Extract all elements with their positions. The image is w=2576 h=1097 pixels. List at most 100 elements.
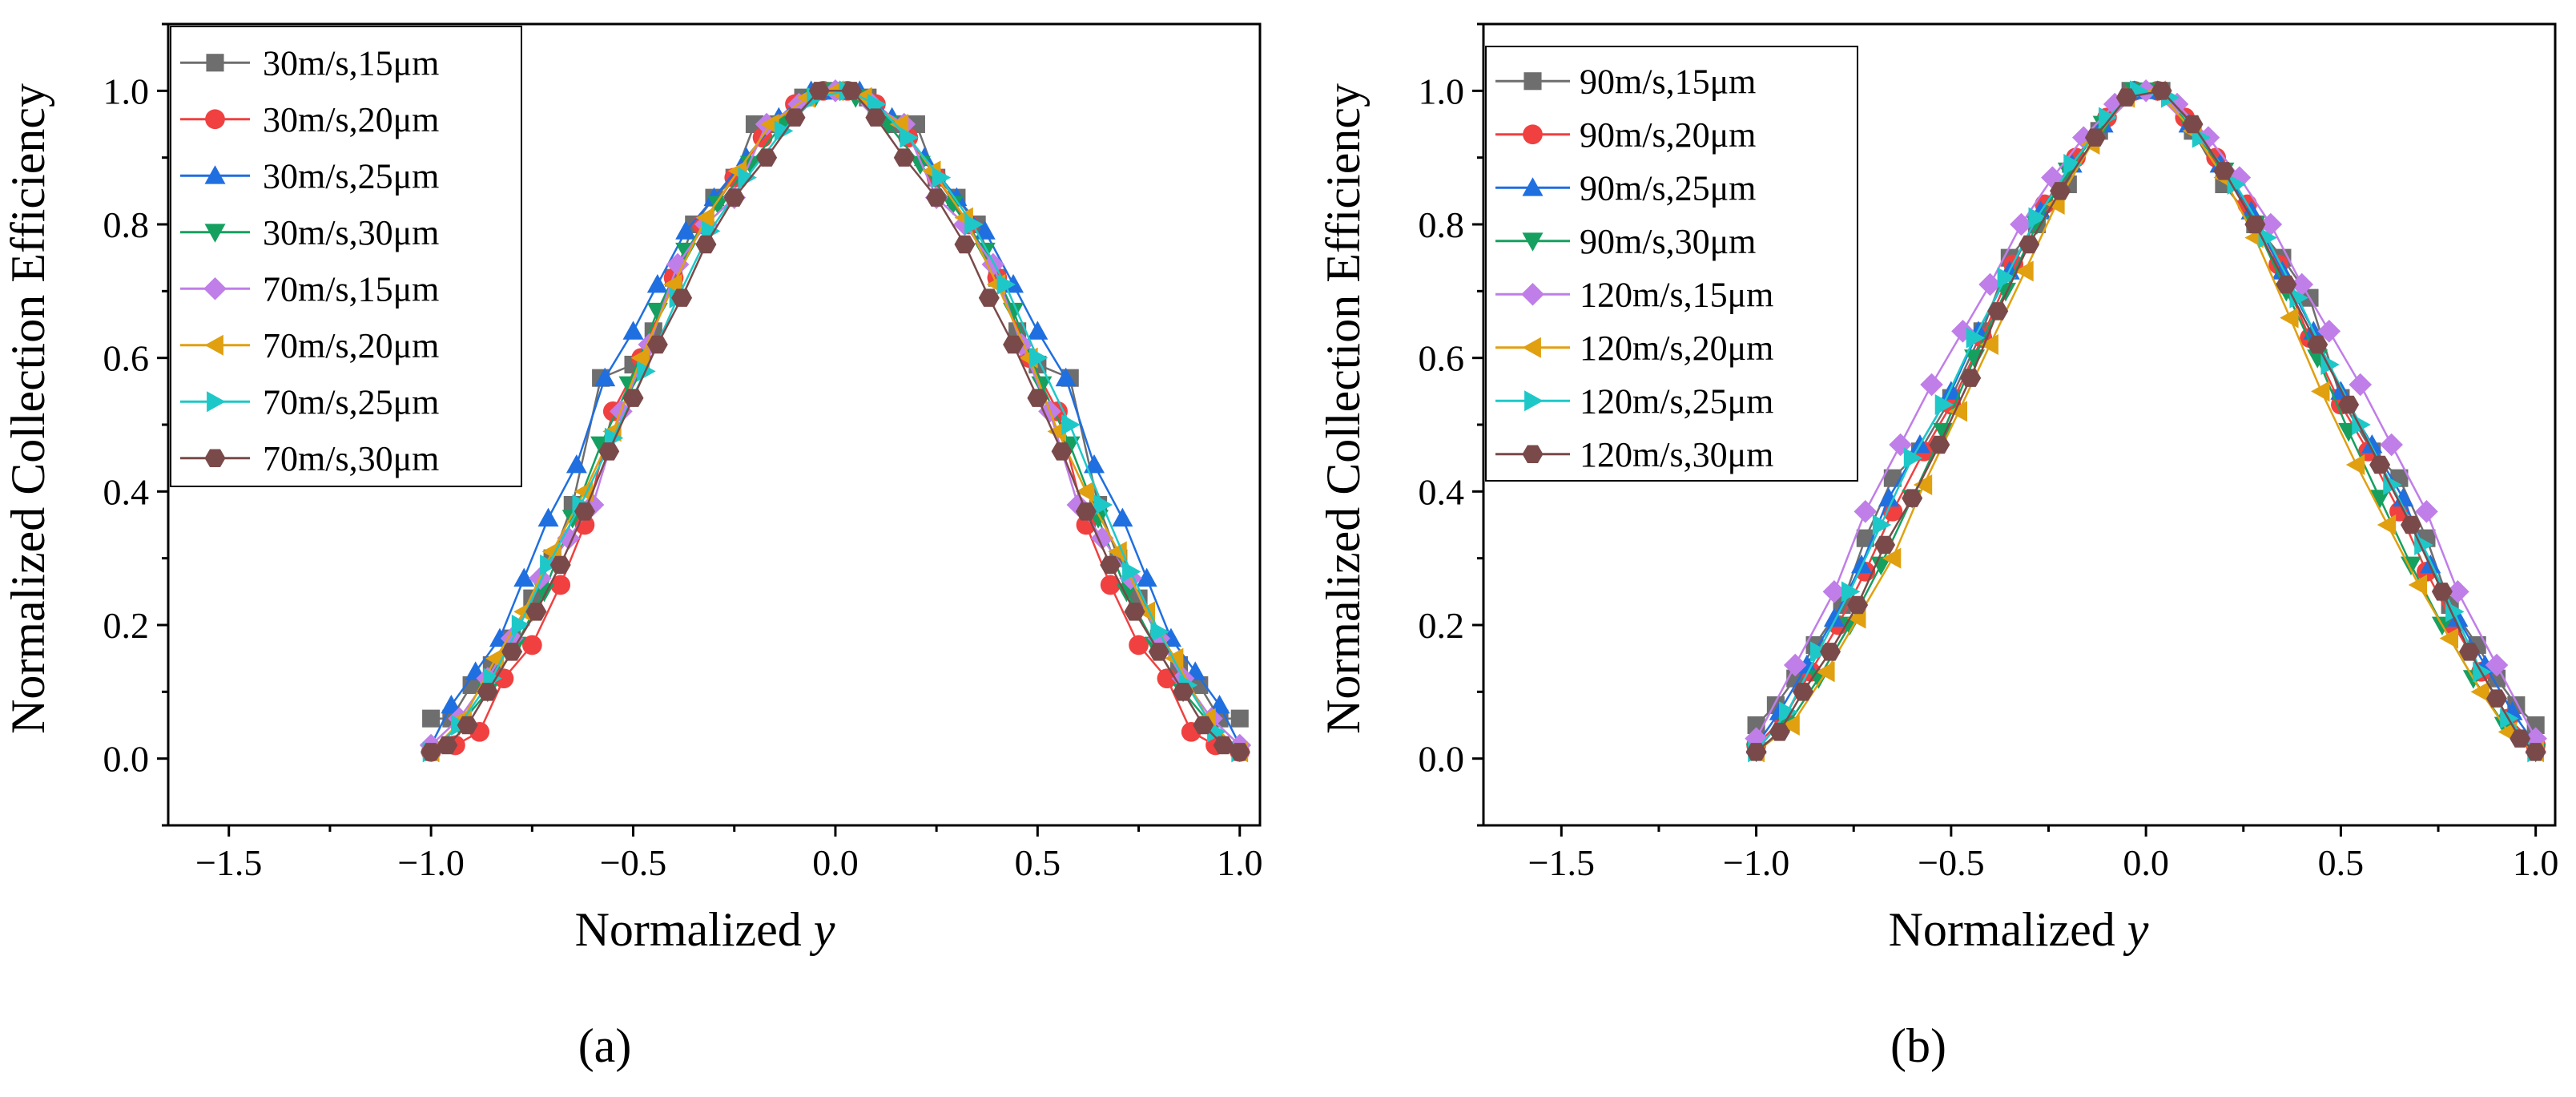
legend-marker: [206, 54, 224, 72]
legend-marker: [1522, 337, 1541, 358]
legend-label: 70m/s,30μm: [263, 439, 439, 478]
data-point: [1059, 436, 1081, 455]
data-point: [1148, 643, 1169, 661]
data-point: [2228, 166, 2252, 189]
data-point: [2470, 681, 2489, 703]
data-point: [808, 82, 830, 100]
x-axis-title: Normalized y: [575, 903, 835, 956]
data-point: [2459, 643, 2480, 661]
data-point: [671, 288, 693, 307]
data-point: [537, 507, 559, 527]
data-point: [477, 683, 498, 701]
legend-marker: [203, 276, 227, 300]
panel-label: (b): [1890, 1019, 1946, 1072]
legend-label: 120m/s,15μm: [1580, 275, 1773, 314]
series-line: [430, 90, 1241, 753]
series-line: [1755, 90, 2537, 726]
data-point: [926, 188, 948, 207]
data-point: [1190, 676, 1209, 695]
data-point: [2165, 92, 2189, 116]
data-point: [1084, 454, 1105, 474]
series-line: [430, 89, 1241, 753]
data-point: [1997, 267, 2016, 288]
series-line: [1755, 90, 2537, 746]
y-tick-label: 0.2: [103, 605, 150, 646]
legend-marker: [1523, 72, 1542, 91]
data-point: [422, 709, 441, 728]
series-6: [1745, 80, 2545, 763]
legend-label: 90m/s,25μm: [1580, 168, 1756, 208]
series-line: [1755, 90, 2537, 753]
data-point: [2213, 162, 2235, 180]
data-point: [1209, 695, 1230, 714]
data-point: [437, 736, 458, 755]
data-point: [738, 167, 757, 188]
legend-marker: [204, 334, 223, 356]
data-point: [2307, 335, 2328, 354]
data-point: [594, 367, 616, 387]
data-point: [2115, 88, 2137, 107]
legend-label: 90m/s,30μm: [1580, 222, 1756, 261]
data-point: [1150, 621, 1169, 643]
chart-panel-a: −1.5 −1.0 −0.5 0.0 0.5 1.0 0.0 0.2 0.4 0.6 0.8 1.0 N…: [2, 22, 1263, 1072]
data-point: [1230, 709, 1249, 728]
data-point: [707, 196, 729, 215]
data-point: [1745, 743, 1767, 761]
data-point: [1769, 723, 1790, 741]
data-point: [2050, 182, 2071, 200]
data-point: [2401, 515, 2421, 534]
x-tick-label: −1.5: [1528, 842, 1595, 883]
legend-label: 70m/s,25μm: [263, 382, 439, 421]
data-point: [2259, 212, 2283, 236]
data-point: [1100, 575, 1121, 595]
data-point: [1889, 433, 1912, 457]
data-point: [1129, 635, 1149, 655]
data-point: [932, 167, 952, 188]
data-point: [2289, 287, 2308, 309]
data-point: [2311, 381, 2330, 402]
data-point: [2431, 583, 2453, 601]
data-point: [1093, 494, 1113, 515]
series-line: [1755, 89, 2537, 753]
x-tick-label: 1.0: [2513, 842, 2559, 883]
series-5: [1745, 79, 2547, 750]
data-point: [1841, 581, 1861, 603]
data-point: [1075, 502, 1097, 521]
series-8: [1745, 82, 2546, 761]
data-point: [2525, 743, 2546, 761]
data-point: [1948, 401, 1967, 422]
data-point: [1745, 727, 1768, 750]
data-point: [1979, 334, 1998, 355]
data-point: [2485, 653, 2509, 677]
data-point: [2063, 154, 2083, 175]
data-point: [954, 235, 976, 254]
data-point: [501, 643, 523, 661]
data-point: [2486, 689, 2507, 708]
data-point: [646, 274, 668, 293]
data-point: [964, 214, 984, 235]
data-point: [1951, 320, 1974, 343]
data-point: [1100, 555, 1121, 575]
legend: 30m/s,15μm 30m/s,20μm 30m/s,25μm 30m/s,30μm…: [170, 26, 522, 487]
x-tick-label: 0.0: [812, 842, 859, 883]
legend-box: [170, 26, 522, 487]
series-3: [421, 80, 1250, 754]
data-point: [550, 575, 571, 595]
data-point: [2361, 434, 2383, 454]
legend-label: 30m/s,30μm: [263, 213, 439, 252]
data-point: [675, 220, 697, 240]
data-point: [630, 347, 650, 369]
data-point: [2369, 490, 2391, 509]
legend-box: [1485, 46, 1858, 482]
data-point: [1027, 389, 1049, 407]
legend-marker: [1521, 282, 1544, 306]
data-point: [774, 120, 794, 142]
data-point: [2258, 227, 2277, 248]
data-point: [978, 288, 1000, 307]
x-tick-label: 0.5: [1015, 842, 1061, 883]
y-tick-label: 0.6: [1419, 338, 1465, 379]
series-5: [419, 79, 1252, 757]
data-point: [1882, 547, 1902, 569]
data-point: [1810, 641, 1829, 663]
data-point: [2244, 215, 2266, 234]
